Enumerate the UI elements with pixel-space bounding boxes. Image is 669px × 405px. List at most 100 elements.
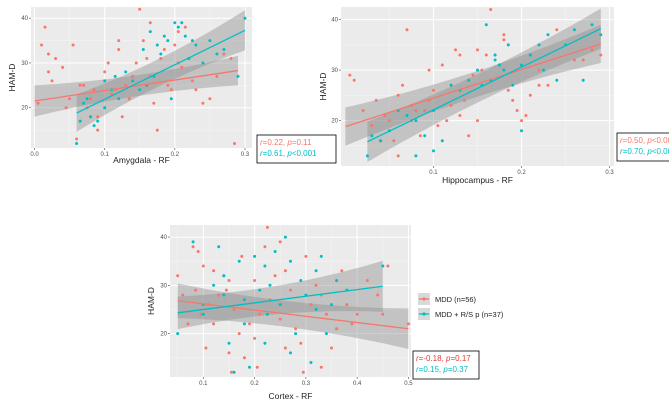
data-point-0 bbox=[145, 57, 149, 60]
data-point-0 bbox=[224, 288, 228, 292]
data-point-0 bbox=[392, 139, 396, 143]
data-point-0 bbox=[181, 293, 185, 297]
x-axis-label: Hippocampus - RF bbox=[442, 175, 513, 185]
data-point-0 bbox=[258, 312, 262, 316]
p-symbol: p bbox=[646, 147, 652, 156]
x-tick-label: 0.1 bbox=[100, 152, 109, 158]
data-point-0 bbox=[502, 33, 506, 37]
data-point-0 bbox=[68, 97, 72, 101]
x-tick-label: 0.4 bbox=[353, 381, 362, 387]
data-point-0 bbox=[61, 65, 65, 69]
p-symbol: p bbox=[445, 354, 451, 363]
data-point-0 bbox=[248, 322, 251, 326]
data-point-0 bbox=[217, 293, 221, 297]
data-point-0 bbox=[376, 293, 380, 297]
chart-1: 0.1 0.2 0.3 20 30 40 Hippocampus - RF HAM-D r=0.… bbox=[318, 7, 669, 185]
data-point-0 bbox=[462, 98, 466, 102]
x-tick-label: 0.1 bbox=[429, 170, 438, 176]
p-symbol: p bbox=[286, 138, 292, 147]
stats-box bbox=[412, 350, 480, 380]
data-point-0 bbox=[180, 65, 184, 69]
data-point-0 bbox=[273, 274, 277, 278]
data-point-1 bbox=[222, 274, 226, 278]
p-value: <0.001 bbox=[292, 149, 317, 158]
data-point-0 bbox=[555, 28, 559, 32]
data-point-0 bbox=[304, 254, 308, 258]
data-point-0 bbox=[190, 79, 194, 83]
data-point-1 bbox=[169, 97, 173, 101]
data-point-0 bbox=[96, 128, 100, 132]
data-point-1 bbox=[542, 68, 545, 72]
data-point-0 bbox=[471, 73, 475, 77]
y-tick-label: 40 bbox=[331, 18, 338, 24]
data-point-0 bbox=[106, 61, 110, 65]
data-point-0 bbox=[148, 21, 152, 25]
stats-box bbox=[616, 132, 669, 162]
data-point-1 bbox=[299, 279, 303, 282]
data-point-1 bbox=[423, 134, 427, 138]
fit-line-0 bbox=[34, 69, 239, 102]
data-point-1 bbox=[537, 43, 541, 47]
data-point-0 bbox=[138, 7, 142, 11]
data-point-0 bbox=[201, 264, 205, 268]
data-point-0 bbox=[162, 48, 166, 51]
data-point-1 bbox=[236, 74, 240, 78]
data-point-0 bbox=[75, 137, 79, 141]
data-point-0 bbox=[414, 109, 418, 112]
data-point-1 bbox=[283, 235, 287, 239]
data-point-0 bbox=[528, 93, 532, 97]
data-point-1 bbox=[258, 288, 262, 292]
data-point-0 bbox=[124, 83, 128, 87]
data-point-0 bbox=[96, 115, 100, 119]
y-axis-label: HAM-D bbox=[7, 64, 17, 92]
data-point-0 bbox=[599, 53, 603, 57]
data-point-1 bbox=[194, 43, 198, 47]
data-point-0 bbox=[524, 114, 528, 117]
data-point-0 bbox=[537, 83, 541, 87]
data-point-1 bbox=[138, 88, 142, 92]
data-point-1 bbox=[103, 106, 107, 110]
fit-line-1 bbox=[177, 285, 383, 314]
r-symbol: r bbox=[260, 138, 263, 147]
confidence-band-1 bbox=[177, 260, 383, 330]
data-point-0 bbox=[265, 225, 269, 229]
p-symbol: p bbox=[442, 365, 448, 374]
data-point-0 bbox=[237, 332, 241, 336]
data-point-0 bbox=[159, 57, 163, 60]
data-point-0 bbox=[301, 370, 305, 374]
data-point-0 bbox=[511, 98, 515, 102]
data-point-1 bbox=[212, 283, 216, 287]
data-point-0 bbox=[314, 283, 318, 287]
data-point-0 bbox=[176, 274, 180, 278]
stats-line-0: r=0.50, p<0.001 bbox=[620, 136, 669, 145]
chart-2: 0.1 0.2 0.3 0.4 0.5 20 30 40 Cortex - RF HAM-D r=-… bbox=[146, 225, 480, 401]
data-point-0 bbox=[117, 39, 121, 43]
data-point-1 bbox=[263, 264, 267, 268]
confidence-band-0 bbox=[177, 283, 409, 349]
data-point-1 bbox=[176, 25, 180, 29]
data-point-0 bbox=[183, 25, 187, 29]
stats-line-0: r=-0.18, p=0.17 bbox=[416, 354, 471, 363]
data-point-0 bbox=[134, 61, 138, 65]
x-tick-label: 0.2 bbox=[250, 381, 259, 387]
data-point-0 bbox=[370, 124, 374, 128]
data-point-1 bbox=[217, 245, 221, 249]
data-point-0 bbox=[330, 346, 333, 350]
data-point-1 bbox=[294, 332, 298, 336]
y-tick-label: 40 bbox=[160, 235, 167, 241]
legend-key-point bbox=[422, 297, 426, 301]
data-point-0 bbox=[283, 346, 287, 350]
x-tick-label: 0.0 bbox=[30, 152, 39, 158]
data-point-0 bbox=[263, 245, 267, 249]
data-point-1 bbox=[365, 154, 369, 158]
data-point-1 bbox=[232, 370, 236, 374]
data-point-1 bbox=[162, 34, 166, 38]
stats-line-1: r=0.15, p=0.37 bbox=[416, 365, 469, 374]
data-point-0 bbox=[230, 370, 233, 374]
data-point-0 bbox=[191, 245, 195, 249]
data-point-0 bbox=[50, 79, 54, 83]
data-point-0 bbox=[309, 303, 313, 307]
plot-panel bbox=[31, 7, 252, 148]
data-point-0 bbox=[345, 303, 349, 307]
data-point-0 bbox=[581, 58, 585, 62]
